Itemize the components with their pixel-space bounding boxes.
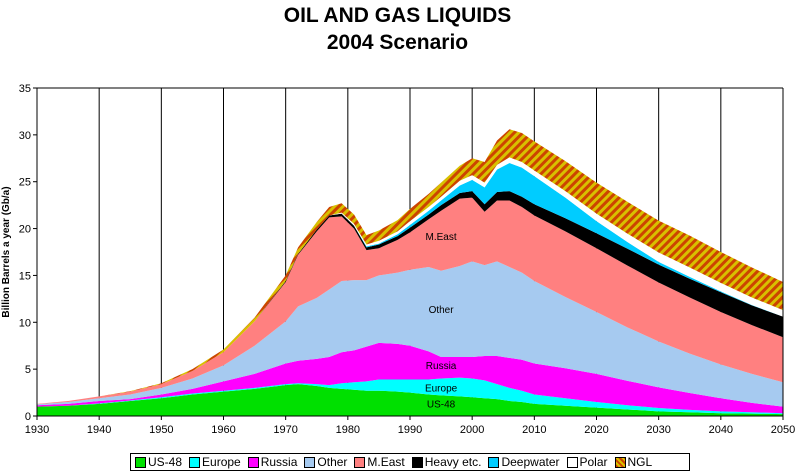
- legend-item-m-east: M.East: [354, 455, 405, 469]
- y-tick-label: 10: [19, 317, 31, 329]
- y-tick-label: 5: [25, 364, 31, 376]
- legend-swatch: [189, 456, 201, 468]
- x-tick-label: 2010: [522, 424, 546, 436]
- area-polar: [37, 157, 783, 404]
- legend-label: NGL: [627, 455, 653, 469]
- legend-swatch: [354, 456, 366, 468]
- area-m-east: [37, 197, 783, 405]
- legend-item-russia: Russia: [247, 455, 298, 469]
- legend-item-polar: Polar: [566, 455, 608, 469]
- x-tick-label: 1970: [273, 424, 297, 436]
- area-other: [37, 261, 783, 407]
- legend-swatch: [411, 456, 423, 468]
- legend-label: Other: [317, 455, 348, 469]
- x-tick-label: 1940: [87, 424, 111, 436]
- x-tick-label: 1950: [149, 424, 173, 436]
- legend-item-europe: Europe: [189, 455, 241, 469]
- chart-subtitle: 2004 Scenario: [326, 31, 469, 54]
- x-tick-label: 2050: [771, 424, 795, 436]
- y-tick-label: 30: [19, 130, 31, 142]
- legend-label: Europe: [202, 455, 241, 469]
- legend-swatch: [614, 456, 626, 468]
- chart-legend: US-48 Europe Russia Other M.East Heavy etc. De…: [130, 453, 690, 471]
- legend-label: Polar: [579, 455, 608, 469]
- legend-item-us-48: US-48: [135, 455, 182, 469]
- area-europe: [37, 377, 783, 415]
- legend-label: Heavy etc.: [424, 455, 482, 469]
- x-tick-label: 2030: [646, 424, 670, 436]
- legend-swatch: [566, 456, 578, 468]
- x-tick-label: 2000: [460, 424, 484, 436]
- x-tick-label: 1990: [398, 424, 422, 436]
- legend-item-deepwater: Deepwater: [488, 455, 560, 469]
- annotation-other: Other: [429, 305, 455, 316]
- area-deepwater: [37, 162, 783, 404]
- legend-item-other: Other: [304, 455, 347, 469]
- legend-swatch: [247, 456, 259, 468]
- legend-label: M.East: [367, 455, 405, 469]
- y-tick-label: 35: [19, 83, 31, 95]
- annotation-m-east: M.East: [426, 232, 457, 243]
- legend-swatch: [135, 456, 146, 468]
- chart-title: OIL AND GAS LIQUIDS: [283, 4, 512, 27]
- y-tick-label: 0: [25, 411, 31, 423]
- area-heavy-etc: [37, 191, 783, 404]
- annotation-us-48: US-48: [427, 400, 456, 411]
- x-tick-label: 1980: [336, 424, 360, 436]
- x-tick-label: 2040: [709, 424, 733, 436]
- legend-swatch: [304, 456, 316, 468]
- legend-item-heavy-etc: Heavy etc.: [411, 455, 482, 469]
- y-tick-label: 15: [19, 270, 31, 282]
- y-tick-label: 25: [19, 177, 31, 189]
- legend-label: Russia: [260, 455, 298, 469]
- area-russia: [37, 342, 783, 414]
- y-axis-label: Billion Barrels a year (Gb/a): [1, 186, 12, 317]
- legend-swatch: [488, 456, 500, 468]
- legend-label: US-48: [148, 455, 183, 469]
- annotation-russia: Russia: [426, 361, 457, 372]
- legend-item-ngl: NGL: [614, 455, 653, 469]
- x-tick-label: 1960: [211, 424, 235, 436]
- area-us-48: [37, 384, 783, 416]
- x-tick-label: 1930: [25, 424, 49, 436]
- x-tick-label: 2020: [584, 424, 608, 436]
- annotation-europe: Europe: [425, 384, 458, 395]
- legend-label: Deepwater: [501, 455, 560, 469]
- area-ngl: [37, 129, 783, 404]
- y-tick-label: 20: [19, 224, 31, 236]
